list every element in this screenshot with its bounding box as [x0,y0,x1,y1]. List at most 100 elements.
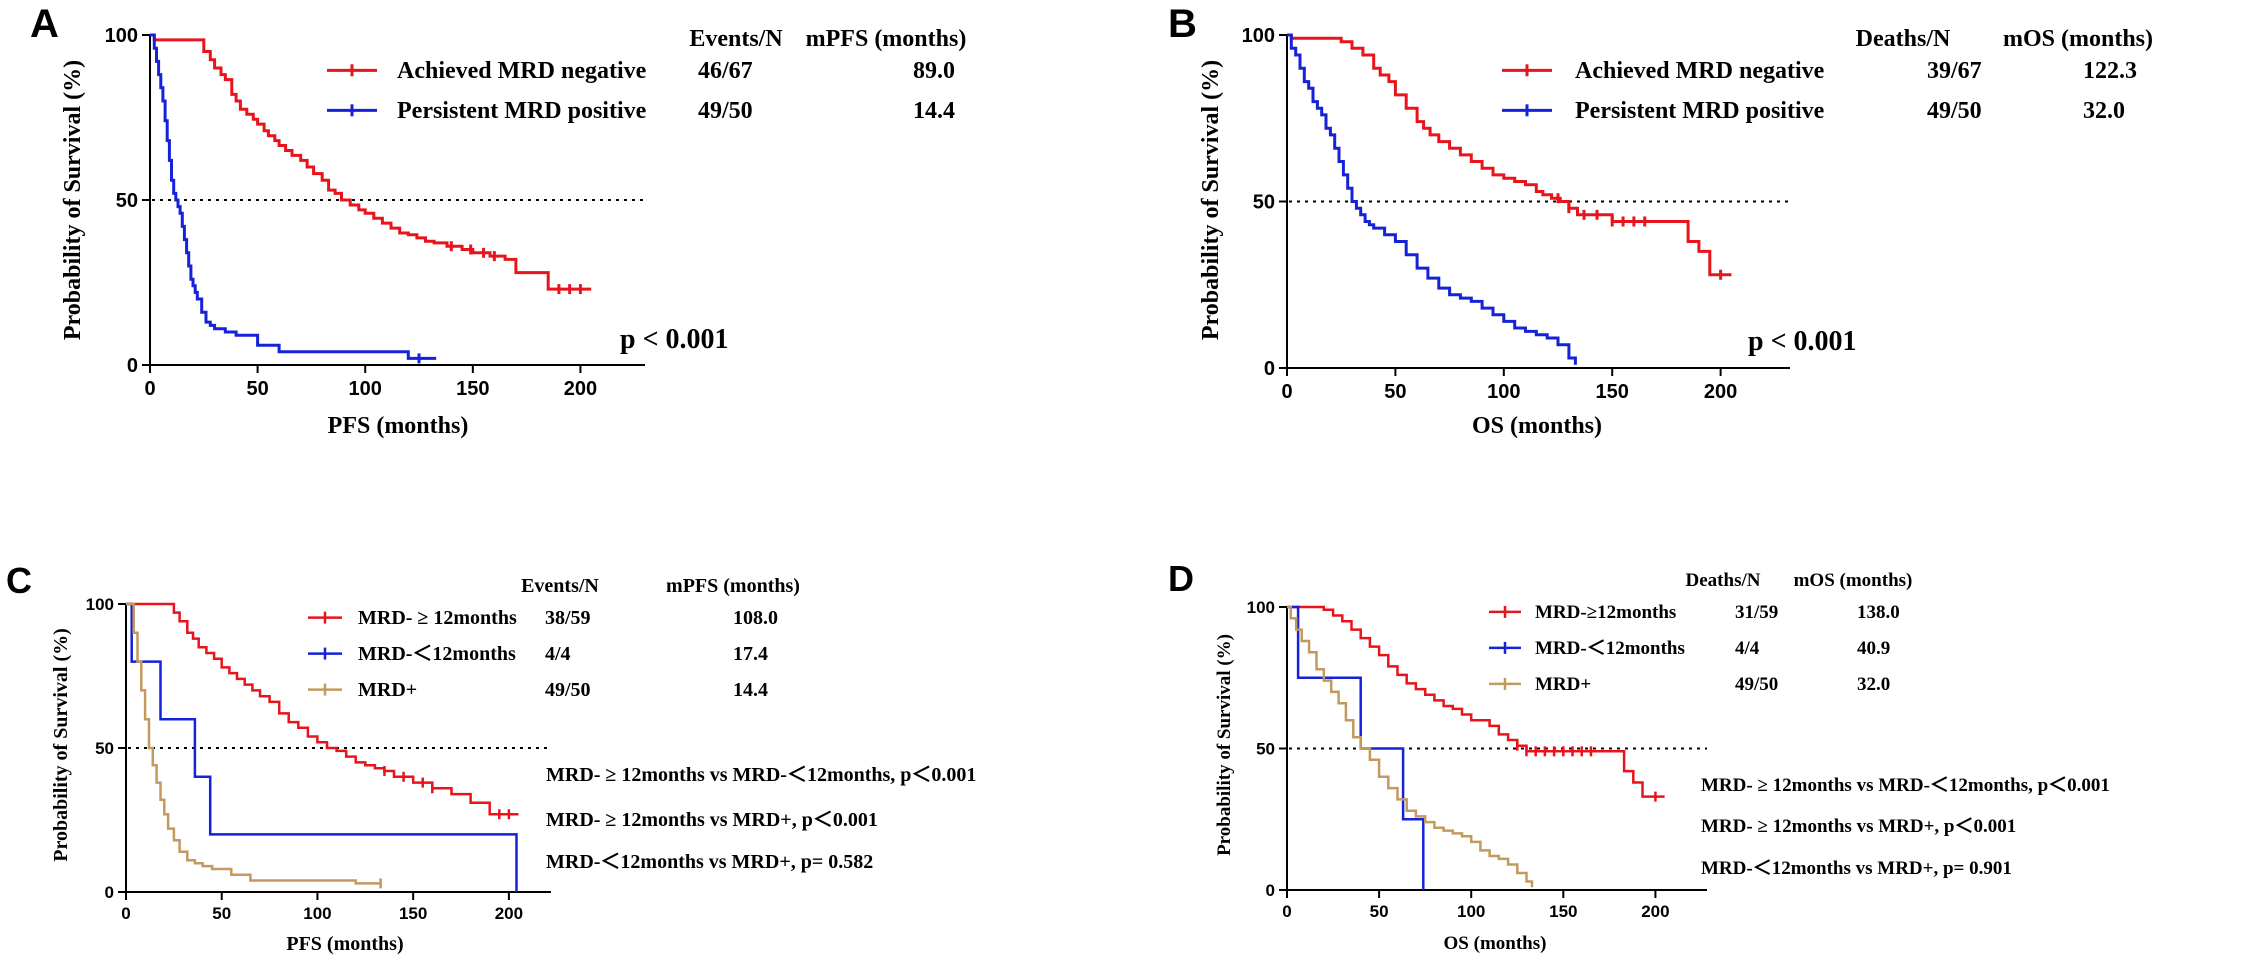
x-tick-label: 0 [1282,902,1291,921]
legend-median: 40.9 [1857,638,1890,659]
comparison-text: MRD- ≥ 12months vs MRD+, p＜0.001 [546,809,878,831]
y-tick-label: 0 [105,883,114,902]
x-tick-label: 0 [144,378,155,400]
y-tick-label: 50 [1256,740,1275,759]
x-axis-label: PFS (months) [328,413,469,439]
panel-letter: A [30,2,59,46]
x-axis-label: OS (months) [1472,413,1602,439]
legend-label: Achieved MRD negative [1575,58,1825,84]
y-tick-label: 0 [1264,358,1275,380]
x-tick-label: 200 [495,904,523,923]
y-axis-label: Probability of Survival (%) [1198,60,1224,340]
table-header-count: Events/N [521,575,599,597]
legend-events: 46/67 [698,58,753,84]
curve-1 [126,602,519,816]
legend-events: 49/50 [545,679,591,701]
panel-A: A 0 50 100 0 50 100 150 200 PFS (months) Probabili… [30,2,966,439]
y-axis-label: Probability of Survival (%) [50,628,72,862]
comparison-text: MRD-＜12months vs MRD+, p= 0.901 [1701,858,2012,879]
legend-label: MRD+ [358,679,417,701]
x-tick-label: 150 [456,378,489,400]
y-tick-label: 0 [1266,881,1275,900]
curve-3 [1287,605,1534,888]
legend-events: 49/50 [1927,98,1982,124]
legend-label: MRD-＜12months [358,643,516,665]
legend-events: 38/59 [545,607,591,629]
legend-median: 32.0 [2083,98,2125,124]
x-tick-label: 0 [1281,381,1292,403]
x-tick-label: 50 [212,904,231,923]
x-tick-label: 200 [1641,902,1669,921]
legend-events: 49/50 [698,98,753,124]
x-tick-label: 100 [1487,381,1520,403]
x-tick-label: 200 [564,378,597,400]
curve-2 [126,602,518,892]
table-header-median: mPFS (months) [666,575,800,597]
legend-median: 32.0 [1857,674,1890,695]
y-tick-label: 0 [127,355,138,377]
y-tick-label: 100 [105,25,138,47]
legend-median: 14.4 [733,679,768,701]
x-tick-label: 150 [1549,902,1577,921]
legend-label: Achieved MRD negative [397,58,647,84]
panel-D: D 0 50 100 0 50 100 150 200 OS (months) Probabilit… [1168,558,2110,954]
legend-events: 4/4 [1735,638,1760,659]
x-tick-label: 150 [399,904,427,923]
table-header-count: Deaths/N [1856,26,1951,52]
y-tick-label: 100 [1247,598,1275,617]
comparison-text: MRD- ≥ 12months vs MRD-＜12months, p＜0.00… [546,764,976,786]
x-axis-label: PFS (months) [286,933,403,955]
y-axis-label: Probability of Survival (%) [1214,634,1235,856]
x-tick-label: 150 [1596,381,1629,403]
y-tick-label: 50 [95,739,114,758]
legend-median: 17.4 [733,643,768,665]
table-header-median: mPFS (months) [806,26,967,52]
table-header-count: Deaths/N [1686,570,1761,591]
y-tick-label: 50 [116,190,138,212]
x-tick-label: 50 [1370,902,1389,921]
panel-letter: D [1168,558,1194,599]
y-tick-label: 50 [1253,192,1275,214]
legend-label: MRD-≥12months [1535,602,1676,623]
legend-label: MRD+ [1535,674,1591,695]
curve-3 [126,602,381,885]
p-value: p < 0.001 [1748,326,1857,357]
p-value: p < 0.001 [620,324,729,355]
curve-2 [150,33,437,360]
legend-median: 122.3 [2083,58,2137,84]
panel-B: B 0 50 100 0 50 100 150 200 OS (months) Probabilit… [1168,2,2153,439]
legend-median: 108.0 [733,607,778,629]
legend-label: Persistent MRD positive [397,98,647,124]
legend-median: 138.0 [1857,602,1900,623]
curve-1 [1287,605,1665,798]
legend-events: 31/59 [1735,602,1778,623]
x-tick-label: 100 [1457,902,1485,921]
curve-1 [150,33,592,291]
y-axis-label: Probability of Survival (%) [60,60,86,340]
x-axis-label: OS (months) [1444,933,1547,954]
legend-median: 14.4 [913,98,955,124]
table-header-median: mOS (months) [2003,26,2153,52]
comparison-text: MRD- ≥ 12months vs MRD-＜12months, p＜0.00… [1701,775,2110,796]
comparison-text: MRD-＜12months vs MRD+, p= 0.582 [546,851,873,873]
x-tick-label: 200 [1704,381,1737,403]
x-tick-label: 100 [303,904,331,923]
curve-2 [1287,33,1577,365]
y-tick-label: 100 [1242,25,1275,47]
legend-label: MRD- ≥ 12months [358,607,517,629]
panel-letter: C [6,560,32,601]
x-tick-label: 50 [246,378,268,400]
y-tick-label: 100 [86,595,114,614]
legend-median: 89.0 [913,58,955,84]
table-header-count: Events/N [689,26,783,52]
legend-events: 4/4 [545,643,571,665]
panel-C: C 0 50 100 0 50 100 150 200 PFS (months) Probabili… [6,560,976,955]
legend-label: MRD-＜12months [1535,638,1685,659]
legend-events: 39/67 [1927,58,1982,84]
x-tick-label: 50 [1384,381,1406,403]
table-header-median: mOS (months) [1794,570,1913,591]
comparison-text: MRD- ≥ 12months vs MRD+, p＜0.001 [1701,816,2016,837]
legend-label: Persistent MRD positive [1575,98,1825,124]
curve-1 [1287,33,1732,277]
